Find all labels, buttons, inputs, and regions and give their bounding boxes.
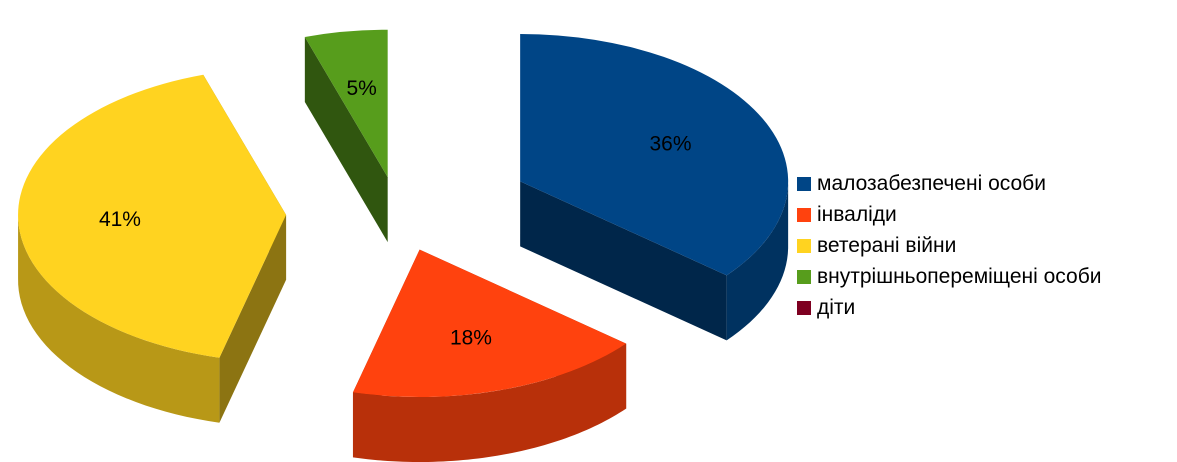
legend-item: внутрішньопереміщені особи (797, 261, 1101, 292)
slice-top (304, 29, 388, 178)
slice-data-label: 36% (649, 132, 691, 155)
legend: малозабезпечені особи інваліди ветерані … (797, 168, 1101, 323)
slice-side (726, 183, 789, 341)
legend-label: ветерані війни (817, 233, 957, 257)
slice-wall (520, 181, 727, 341)
legend-swatch (797, 269, 811, 284)
slice-top (18, 74, 287, 358)
legend-item: малозабезпечені особи (797, 168, 1101, 199)
slice-wall (219, 214, 287, 423)
legend-item: ветерані війни (797, 230, 1101, 261)
legend-label: внутрішньопереміщені особи (817, 264, 1102, 288)
legend-label: діти (817, 295, 856, 319)
pie-slice (352, 249, 627, 462)
legend-item: інваліди (797, 199, 1101, 230)
pie-slice (520, 33, 789, 341)
slice-data-label: 18% (450, 327, 492, 350)
legend-item: діти (797, 292, 1101, 323)
pie-slice (304, 29, 388, 243)
slice-data-label: 41% (99, 208, 141, 231)
legend-swatch (797, 176, 811, 191)
legend-label: малозабезпечені особи (817, 171, 1046, 195)
legend-swatch (797, 238, 811, 253)
legend-swatch (797, 207, 811, 222)
slice-wall (304, 36, 388, 243)
slice-top (520, 33, 789, 276)
pie-slice (18, 74, 287, 423)
slice-top (352, 249, 627, 398)
legend-swatch (797, 300, 811, 315)
legend-label: інваліди (817, 202, 897, 226)
slice-data-label: 5% (347, 77, 377, 100)
slice-side (18, 213, 220, 423)
slice-side (352, 343, 627, 462)
